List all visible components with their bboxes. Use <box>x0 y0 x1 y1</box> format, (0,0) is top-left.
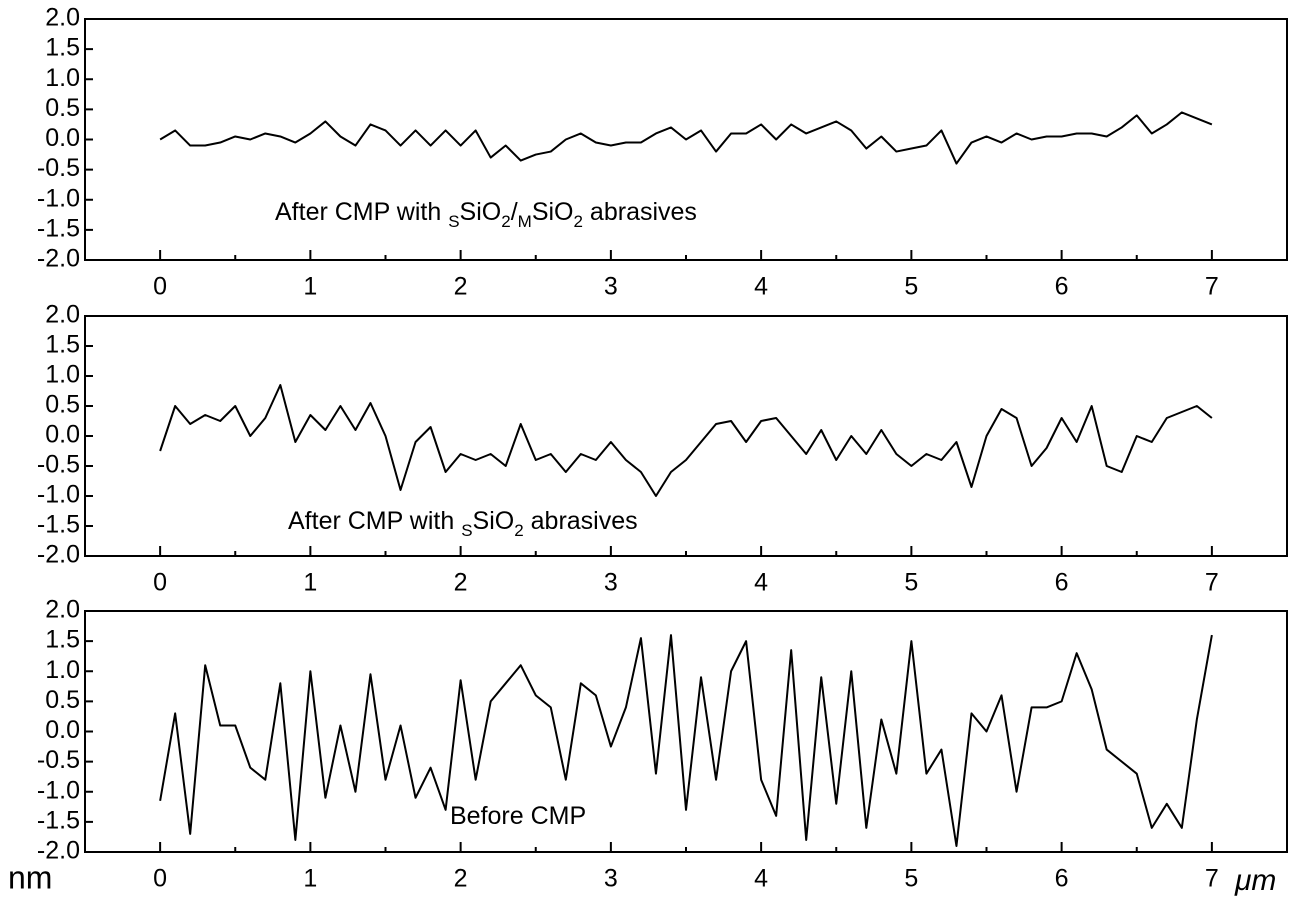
y-tick-label: -0.5 <box>37 746 80 774</box>
x-tick-label: 3 <box>604 569 618 597</box>
y-tick-label: 1.5 <box>45 626 80 654</box>
annotation: After CMP with SSiO2 abrasives <box>288 507 638 541</box>
y-tick-label: 2.0 <box>45 301 80 329</box>
data-line <box>159 634 1213 847</box>
x-tick-label: 0 <box>153 865 167 893</box>
y-tick-label: 1.5 <box>45 331 80 359</box>
y-tick-label: 0.5 <box>45 391 80 419</box>
annotation-part: SiO <box>473 507 515 535</box>
y-tick-label: -1.0 <box>37 481 80 509</box>
y-tick-label: 1.5 <box>45 34 80 62</box>
y-tick-label: 0.0 <box>45 716 80 744</box>
annotation-part: M <box>518 212 532 231</box>
x-tick-label: 7 <box>1205 273 1219 301</box>
annotation-part: S <box>461 521 472 540</box>
x-tick-label: 6 <box>1055 569 1069 597</box>
y-tick-label: -1.0 <box>37 184 80 212</box>
plot-frame <box>84 610 1288 853</box>
y-tick-label: -1.5 <box>37 511 80 539</box>
x-tick-label: 7 <box>1205 569 1219 597</box>
y-axis-label: nm <box>8 859 52 895</box>
annotation-part: SiO <box>532 198 574 226</box>
x-tick-label: 5 <box>904 273 918 301</box>
x-tick-label: 4 <box>754 273 768 301</box>
y-tick-label: -0.5 <box>37 451 80 479</box>
annotation-part: 2 <box>514 521 523 540</box>
y-tick-label: 2.0 <box>45 4 80 32</box>
x-tick-label: 4 <box>754 569 768 597</box>
y-tick-label: 2.0 <box>45 596 80 624</box>
annotation: Before CMP <box>450 802 586 830</box>
y-tick-label: -2.0 <box>37 837 80 865</box>
y-tick-label: -2.0 <box>37 541 80 569</box>
y-tick-label: -1.5 <box>37 806 80 834</box>
y-tick-label: 0.0 <box>45 124 80 152</box>
y-tick-label: 1.0 <box>45 64 80 92</box>
x-tick-label: 1 <box>303 273 317 301</box>
annotation-part: abrasives <box>583 198 697 226</box>
annotation-part: abrasives <box>524 507 638 535</box>
y-tick-label: 0.5 <box>45 686 80 714</box>
data-line <box>159 111 1213 165</box>
x-tick-label: 0 <box>153 569 167 597</box>
data-line <box>159 384 1213 497</box>
y-tick-label: -2.0 <box>37 245 80 273</box>
x-tick-label: 2 <box>454 569 468 597</box>
x-tick-label: 7 <box>1205 865 1219 893</box>
y-tick-label: 1.0 <box>45 656 80 684</box>
x-tick-label: 4 <box>754 865 768 893</box>
x-tick-label: 3 <box>604 865 618 893</box>
x-axis-label: μm <box>1234 864 1276 897</box>
x-tick-label: 1 <box>303 865 317 893</box>
y-tick-label: 1.0 <box>45 361 80 389</box>
annotation-part: 2 <box>501 212 510 231</box>
x-tick-label: 6 <box>1055 273 1069 301</box>
plot-frame <box>84 315 1288 557</box>
y-tick-label: -0.5 <box>37 154 80 182</box>
annotation-part: 2 <box>574 212 583 231</box>
annotation-part: After CMP with <box>275 198 448 226</box>
x-tick-label: 5 <box>904 865 918 893</box>
x-tick-label: 0 <box>153 273 167 301</box>
x-tick-label: 2 <box>454 865 468 893</box>
x-tick-label: 3 <box>604 273 618 301</box>
annotation-part: S <box>448 212 459 231</box>
annotation-part: SiO <box>460 198 502 226</box>
annotation: After CMP with SSiO2/MSiO2 abrasives <box>275 198 697 232</box>
annotation-part: / <box>511 198 518 226</box>
y-tick-label: 0.0 <box>45 421 80 449</box>
x-tick-label: 5 <box>904 569 918 597</box>
x-tick-label: 1 <box>303 569 317 597</box>
y-tick-label: -1.0 <box>37 776 80 804</box>
y-tick-label: 0.5 <box>45 94 80 122</box>
annotation-part: After CMP with <box>288 507 461 535</box>
y-tick-label: -1.5 <box>37 214 80 242</box>
x-tick-label: 6 <box>1055 865 1069 893</box>
annotation-part: Before CMP <box>450 802 586 830</box>
x-tick-label: 2 <box>454 273 468 301</box>
